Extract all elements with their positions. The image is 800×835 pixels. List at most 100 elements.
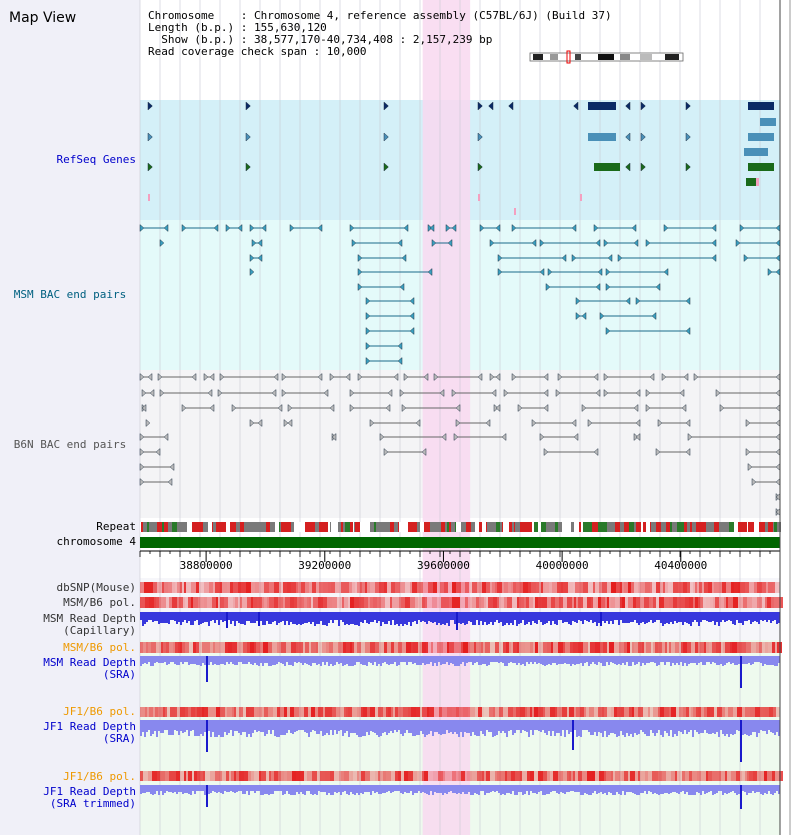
polymorphism-cell (357, 582, 360, 593)
polymorphism-cell (652, 582, 656, 593)
snp-marker (478, 194, 480, 201)
repeat-block (687, 522, 688, 532)
depth-bar (526, 720, 528, 732)
jf1-depth-sra (140, 720, 780, 762)
depth-bar (374, 785, 376, 793)
depth-bar (480, 656, 482, 665)
polymorphism-cell (202, 707, 204, 717)
depth-bar (170, 785, 172, 792)
depth-bar (766, 785, 768, 794)
depth-bar (720, 656, 722, 664)
polymorphism-cell (490, 582, 492, 593)
repeat-block (624, 522, 626, 532)
repeat-block (643, 522, 644, 532)
polymorphism-cell (207, 597, 210, 608)
polymorphism-cell (681, 642, 683, 653)
depth-bar (298, 612, 300, 624)
depth-bar (548, 656, 550, 664)
polymorphism-cell (651, 597, 653, 608)
depth-bar (456, 656, 458, 666)
polymorphism-cell (478, 707, 482, 717)
repeat-block (657, 522, 661, 532)
polymorphism-cell (772, 771, 775, 781)
depth-bar (322, 720, 324, 736)
depth-bar (272, 720, 274, 730)
depth-bar (622, 656, 624, 663)
depth-bar (328, 785, 330, 793)
polymorphism-cell (593, 582, 595, 593)
depth-bar (318, 656, 320, 664)
polymorphism-cell (504, 597, 507, 608)
depth-bar (778, 612, 780, 623)
depth-bar (710, 612, 712, 622)
depth-bar (150, 612, 152, 620)
depth-bar (226, 612, 228, 628)
depth-bar (144, 785, 146, 793)
depth-bar (180, 656, 182, 662)
repeat-block (168, 522, 172, 532)
polymorphism-cell (410, 597, 415, 608)
bac-end (593, 372, 599, 382)
polymorphism-cell (287, 771, 292, 781)
bac-end (543, 372, 549, 382)
depth-bar (172, 785, 174, 793)
depth-bar (592, 720, 594, 735)
polymorphism-cell (284, 771, 287, 781)
repeat-block (430, 522, 434, 532)
polymorphism-cell (633, 597, 636, 608)
depth-bar (376, 612, 378, 623)
depth-bar (278, 612, 280, 623)
depth-bar (180, 612, 182, 625)
polymorphism-cell (384, 642, 387, 653)
polymorphism-cell (335, 582, 339, 593)
polymorphism-cell (353, 771, 357, 781)
depth-bar (408, 720, 410, 733)
bac-end (409, 311, 415, 321)
bac-end (635, 432, 641, 442)
depth-bar (430, 785, 432, 791)
depth-bar (558, 720, 560, 733)
track-label-msm-bac[interactable]: MSM BAC end pairs (13, 288, 127, 301)
depth-bar (656, 656, 658, 666)
bac-end (351, 238, 357, 248)
depth-bar (288, 656, 290, 665)
polymorphism-cell (511, 582, 513, 593)
depth-bar (674, 612, 676, 621)
depth-bar (772, 720, 774, 733)
depth-bar (474, 612, 476, 625)
bac-end (511, 223, 517, 233)
depth-bar (532, 612, 534, 621)
depth-bar (454, 656, 456, 666)
depth-bar (524, 785, 526, 794)
depth-bar (380, 720, 382, 736)
polymorphism-cell (617, 707, 621, 717)
depth-bar (460, 720, 462, 732)
depth-bar (316, 785, 318, 795)
depth-bar (578, 785, 580, 792)
polymorphism-cell (669, 642, 671, 653)
polymorphism-cell (611, 771, 613, 781)
depth-bar (646, 785, 648, 794)
depth-bar (760, 785, 762, 794)
repeat-block (719, 522, 724, 532)
depth-bar (294, 785, 296, 795)
polymorphism-cell (486, 597, 488, 608)
depth-bar (608, 612, 610, 624)
bac-end (539, 238, 545, 248)
polymorphism-cell (728, 597, 733, 608)
polymorphism-cell (338, 642, 343, 653)
polymorphism-cell (440, 642, 443, 653)
polymorphism-cell (311, 707, 315, 717)
polymorphism-cell (561, 582, 563, 593)
depth-bar (360, 612, 362, 622)
track-label-b6n-bac[interactable]: B6N BAC end pairs (13, 438, 127, 451)
track-label-refseq[interactable]: RefSeq Genes (56, 153, 136, 166)
polymorphism-cell (572, 597, 574, 608)
depth-bar (568, 720, 570, 734)
bac-end (711, 253, 717, 263)
bac-end (543, 447, 549, 457)
depth-bar (320, 612, 322, 621)
bac-end (573, 432, 579, 442)
gene-feature (477, 101, 483, 111)
depth-bar (750, 785, 752, 793)
